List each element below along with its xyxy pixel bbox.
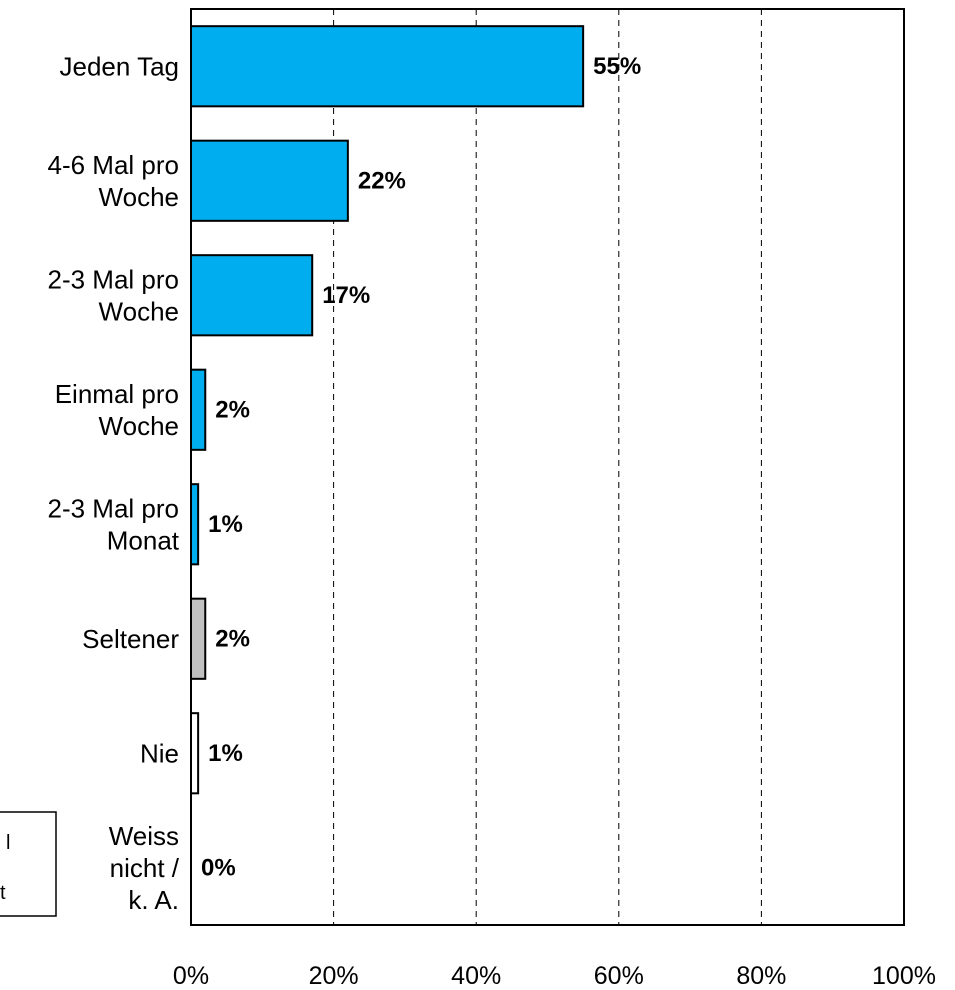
value-label: 1% [208,740,243,767]
value-label: 22% [358,167,406,194]
bar [190,25,585,108]
x-tick-label: 80% [736,962,786,985]
value-label: 2% [215,625,250,652]
category-label: Jeden Tag [59,51,179,81]
x-tick-label: 40% [451,962,501,985]
bar [190,254,314,337]
gridlines [333,9,762,925]
category-label: 4-6 Mal pro [48,150,180,180]
category-label: nicht / [110,853,180,883]
category-label: k. A. [128,885,179,915]
legend-entry: t [0,882,6,904]
x-tick-label: 20% [309,962,359,985]
category-label: Weiss [109,821,179,851]
x-tick-label: 60% [594,962,644,985]
bar [190,712,200,795]
category-label: 2-3 Mal pro [48,493,180,523]
value-label: 1% [208,511,243,538]
bar [190,597,207,680]
x-tick-label: 0% [173,962,209,985]
bar [190,139,349,222]
value-label: 0% [201,854,236,881]
value-label: 17% [322,282,370,309]
category-label: Woche [99,411,179,441]
bar [190,368,207,451]
bars [190,25,585,795]
legend-entry: l [6,832,10,854]
category-label: Einmal pro [55,379,179,409]
legend: lt [0,811,57,917]
bar [190,483,200,566]
category-label: 2-3 Mal pro [48,264,180,294]
plot-frame [190,8,905,926]
category-label: Woche [99,182,179,212]
category-label: Seltener [82,624,179,654]
legend-box [0,811,57,917]
value-labels: 55% 22% 17% 2% 1% 2% 1% 0% [201,53,641,882]
category-label: Monat [107,525,180,555]
x-tick-label: 100% [872,962,936,985]
x-axis-tick-labels: 0% 20% 40% 60% 80% 100% [173,962,936,990]
category-label: Woche [99,296,179,326]
value-label: 55% [593,53,641,80]
category-label: Nie [140,738,179,768]
plot-border [190,8,905,926]
value-label: 2% [215,396,250,423]
